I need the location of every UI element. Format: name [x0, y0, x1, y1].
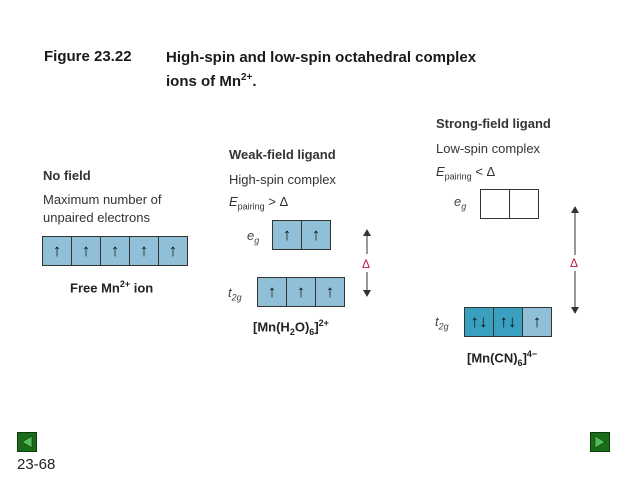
orbital-box: [480, 189, 510, 219]
weak-complex-formula: [Mn(H2O)6]2+: [253, 318, 329, 337]
figure-title-line1: High-spin and low-spin octahedral comple…: [166, 49, 477, 66]
next-slide-button[interactable]: [590, 432, 610, 452]
orbital-box: ↑: [158, 236, 188, 266]
orbital-box: ↑: [257, 277, 287, 307]
orbital-box: ↑: [286, 277, 316, 307]
strong-field-subheading: Low-spin complex: [436, 141, 541, 156]
free-ion-label: Free Mn2+ ion: [70, 279, 154, 296]
strong-eg-label: eg: [454, 194, 467, 212]
weak-field-subheading: High-spin complex: [229, 172, 336, 187]
triangle-left-icon: [21, 435, 33, 449]
orbital-box: ↑: [71, 236, 101, 266]
slide-number: 23-68: [17, 456, 56, 473]
orbital-box: ↑: [522, 307, 552, 337]
orbital-box: ↑: [301, 220, 331, 250]
weak-t2g-orbitals: ↑ ↑ ↑: [257, 277, 345, 307]
weak-field-heading: Weak-field ligand: [229, 147, 336, 162]
weak-eg-orbitals: ↑ ↑: [272, 220, 331, 250]
weak-eg-label: eg: [247, 228, 260, 246]
triangle-right-icon: [594, 435, 606, 449]
free-ion-orbitals: ↑ ↑ ↑ ↑ ↑: [42, 236, 188, 266]
orbital-box: ↑↓: [464, 307, 494, 337]
weak-t2g-label: t2g: [228, 285, 242, 303]
orbital-box: ↑: [129, 236, 159, 266]
no-field-heading: No field: [43, 168, 91, 183]
strong-field-heading: Strong-field ligand: [436, 116, 551, 131]
no-field-description: Maximum number of unpaired electrons: [43, 192, 162, 225]
weak-delta-arrow: [363, 229, 371, 297]
strong-complex-formula: [Mn(CN)6]4−: [467, 349, 538, 368]
weak-energy-condition: Epairing > Δ: [229, 194, 289, 212]
orbital-box: ↑: [42, 236, 72, 266]
figure-title-line2: ions of Mn2+.: [166, 72, 257, 90]
orbital-box: ↑: [315, 277, 345, 307]
figure-number: Figure 23.22: [44, 48, 132, 65]
strong-t2g-label: t2g: [435, 314, 449, 332]
weak-delta-label: Δ: [362, 257, 371, 271]
orbital-box: ↑: [100, 236, 130, 266]
strong-delta-arrow: [571, 206, 579, 314]
strong-t2g-orbitals: ↑↓ ↑↓ ↑: [464, 307, 552, 337]
orbital-box: ↑↓: [493, 307, 523, 337]
orbital-box: [509, 189, 539, 219]
orbital-box: ↑: [272, 220, 302, 250]
strong-energy-condition: Epairing < Δ: [436, 164, 496, 182]
strong-delta-label: Δ: [570, 256, 579, 270]
previous-slide-button[interactable]: [17, 432, 37, 452]
figure-title: High-spin and low-spin octahedral comple…: [166, 48, 566, 92]
strong-eg-orbitals: [480, 189, 539, 219]
